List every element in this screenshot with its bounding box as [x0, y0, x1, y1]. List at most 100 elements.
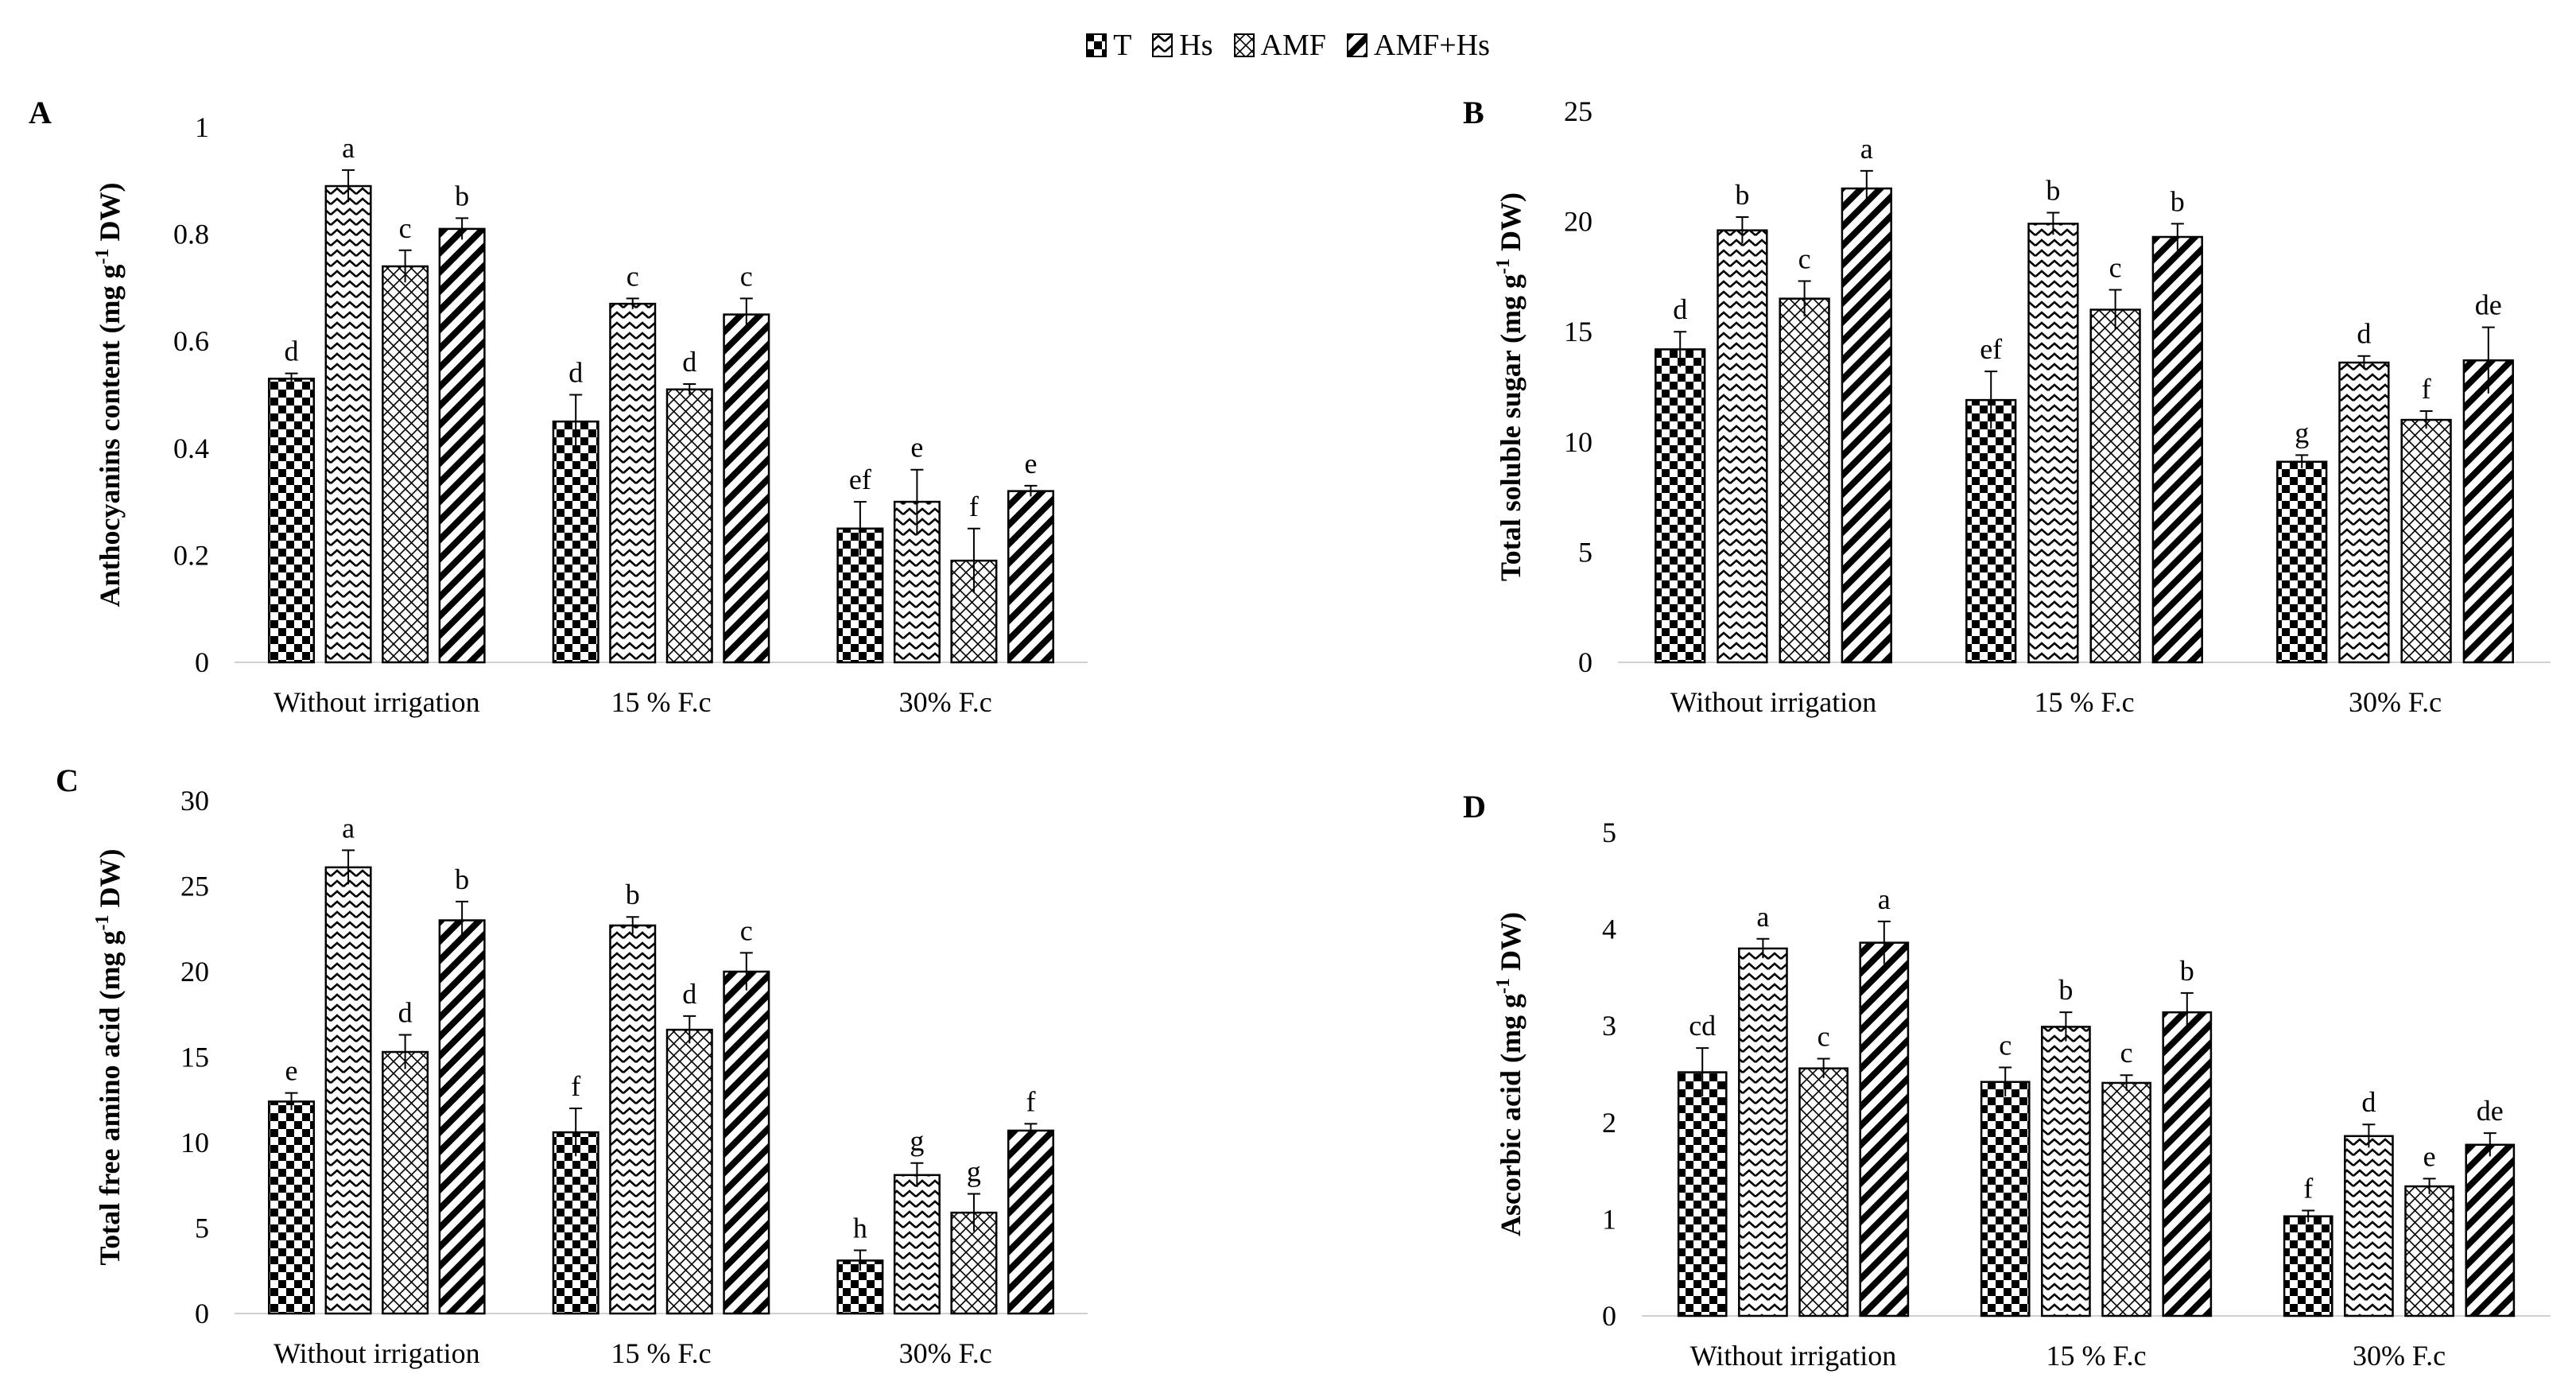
significance-letter-c-hs-30-f-c: g: [910, 1125, 924, 1157]
panel-label-a: A: [29, 95, 52, 130]
significance-letter-d-amf-hs-without-irrigation: a: [1878, 883, 1891, 915]
significance-letter-d-t-without-irrigation: cd: [1689, 1010, 1716, 1042]
x-tick-label-c-15-f-c: 15 % F.c: [611, 1337, 711, 1369]
significance-letter-a-amf-hs-without-irrigation: b: [455, 180, 469, 211]
bar-a-amf-without-irrigation: [382, 265, 429, 664]
bar-d-hs-without-irrigation: [1738, 947, 1788, 1317]
significance-letter-c-t-without-irrigation: e: [285, 1055, 298, 1087]
significance-letter-d-hs-15-f-c: b: [2058, 974, 2073, 1006]
significance-letter-a-amf-without-irrigation: c: [399, 212, 412, 244]
x-tick-label-b-30-f-c: 30% F.c: [2349, 686, 2442, 718]
significance-letter-a-hs-15-f-c: c: [627, 260, 639, 292]
significance-letter-b-t-without-irrigation: d: [1673, 293, 1687, 325]
legend-swatch-amf-hs: [1346, 33, 1368, 57]
bar-b-amf-30-f-c: [2400, 418, 2452, 664]
y-axis-label-b: Total soluble sugar (mg g-1 DW): [1493, 192, 1527, 581]
bar-b-amf-hs-without-irrigation: [1841, 187, 1892, 664]
chart-legend: T Hs AMF AMF+Hs: [0, 17, 2576, 73]
bar-d-t-30-f-c: [2283, 1215, 2334, 1317]
significance-letter-c-hs-without-irrigation: a: [342, 812, 355, 844]
x-tick-label-b-without-irrigation: Without irrigation: [1670, 686, 1877, 718]
bar-d-amf-hs-without-irrigation: [1859, 941, 1910, 1317]
significance-letter-c-t-15-f-c: f: [571, 1070, 580, 1102]
bar-a-hs-15-f-c: [609, 302, 657, 664]
significance-letter-b-amf-hs-without-irrigation: a: [1860, 133, 1873, 165]
legend-label-t: T: [1113, 29, 1132, 62]
y-axis-label-a: Anthocyanins content (mg g-1 DW): [92, 182, 126, 607]
bar-a-hs-without-irrigation: [324, 184, 372, 664]
y-tick-label-c-1: 5: [195, 1213, 209, 1244]
bar-b-t-30-f-c: [2276, 460, 2328, 664]
panel-label-d: D: [1463, 789, 1486, 825]
significance-letter-a-amf-30-f-c: f: [969, 491, 979, 522]
significance-letter-c-amf-hs-30-f-c: f: [1026, 1085, 1035, 1117]
significance-letter-c-amf-15-f-c: d: [682, 978, 696, 1010]
bar-b-amf-without-irrigation: [1779, 297, 1830, 664]
y-axis-label-d: Ascorbic acid (mg g-1 DW): [1493, 912, 1527, 1236]
y-tick-label-b-5: 25: [1564, 95, 1593, 127]
bar-d-t-15-f-c: [1980, 1081, 2031, 1317]
y-tick-label-a-1: 0.2: [173, 539, 209, 571]
y-tick-label-d-1: 1: [1602, 1203, 1616, 1235]
bar-a-amf-hs-15-f-c: [723, 313, 770, 664]
significance-letter-d-hs-30-f-c: d: [2361, 1086, 2376, 1118]
y-tick-label-d-3: 3: [1602, 1010, 1616, 1042]
bar-a-t-without-irrigation: [268, 378, 316, 664]
y-tick-label-a-5: 1: [195, 111, 209, 143]
legend-item-amf: AMF: [1233, 30, 1326, 60]
significance-letter-b-hs-15-f-c: b: [2046, 175, 2060, 207]
y-tick-label-c-5: 25: [180, 871, 209, 902]
significance-letter-d-amf-hs-15-f-c: b: [2180, 955, 2194, 987]
bar-c-t-15-f-c: [552, 1131, 599, 1315]
significance-letter-b-hs-without-irrigation: b: [1735, 179, 1749, 211]
bar-d-amf-hs-30-f-c: [2465, 1143, 2516, 1317]
panel-label-c: C: [56, 763, 79, 798]
significance-letter-b-t-15-f-c: ef: [1980, 333, 2002, 365]
y-tick-label-d-0: 0: [1602, 1300, 1616, 1332]
legend-item-t: T: [1086, 30, 1131, 60]
significance-letter-c-amf-30-f-c: g: [967, 1156, 981, 1188]
legend-swatch-amf: [1233, 33, 1255, 57]
y-tick-label-c-3: 15: [180, 1042, 209, 1073]
significance-letter-b-amf-without-irrigation: c: [1798, 243, 1811, 274]
bar-a-amf-hs-without-irrigation: [438, 227, 486, 664]
bar-c-t-without-irrigation: [268, 1100, 316, 1315]
bar-a-amf-hs-30-f-c: [1007, 490, 1054, 664]
significance-letter-c-hs-15-f-c: b: [626, 879, 640, 910]
bar-b-hs-without-irrigation: [1717, 229, 1768, 664]
bar-c-hs-15-f-c: [609, 924, 657, 1315]
bar-d-amf-without-irrigation: [1798, 1067, 1849, 1317]
bar-c-hs-30-f-c: [893, 1174, 941, 1315]
significance-letter-a-amf-hs-30-f-c: e: [1024, 448, 1037, 479]
legend-label-hs: Hs: [1179, 29, 1213, 62]
significance-letter-b-t-30-f-c: g: [2295, 417, 2309, 448]
significance-letter-a-amf-hs-15-f-c: c: [740, 260, 753, 292]
y-tick-label-b-4: 20: [1564, 206, 1593, 238]
bar-a-amf-15-f-c: [665, 388, 713, 664]
legend-item-hs: Hs: [1152, 29, 1213, 62]
x-tick-label-a-without-irrigation: Without irrigation: [274, 686, 480, 718]
significance-letter-a-hs-30-f-c: e: [910, 432, 923, 464]
y-tick-label-b-3: 15: [1564, 316, 1593, 347]
bar-c-amf-15-f-c: [665, 1028, 713, 1315]
bar-a-t-15-f-c: [552, 420, 599, 664]
bar-b-amf-hs-30-f-c: [2462, 359, 2514, 664]
y-tick-label-c-0: 0: [195, 1298, 209, 1329]
x-tick-label-a-30-f-c: 30% F.c: [899, 686, 992, 718]
significance-letter-a-amf-15-f-c: d: [682, 346, 696, 378]
legend-label-amf-hs: AMF+Hs: [1373, 29, 1490, 62]
y-axis-label-c: Total free amino acid (mg g-1 DW): [92, 849, 126, 1266]
significance-letter-b-amf-hs-30-f-c: de: [2475, 289, 2502, 321]
x-tick-label-a-15-f-c: 15 % F.c: [611, 686, 711, 718]
bar-c-amf-hs-without-irrigation: [438, 919, 486, 1315]
y-tick-label-c-4: 20: [180, 956, 209, 988]
significance-letter-d-amf-without-irrigation: c: [1818, 1021, 1830, 1053]
bar-c-hs-without-irrigation: [324, 866, 372, 1315]
significance-letter-d-t-15-f-c: c: [1999, 1029, 2012, 1061]
x-tick-label-d-without-irrigation: Without irrigation: [1690, 1340, 1897, 1372]
y-tick-label-d-4: 4: [1602, 914, 1616, 945]
bar-d-hs-30-f-c: [2344, 1135, 2394, 1317]
panel-label-b: B: [1463, 95, 1484, 130]
significance-letter-d-amf-hs-30-f-c: de: [2477, 1095, 2504, 1127]
bar-b-amf-hs-15-f-c: [2151, 235, 2203, 664]
